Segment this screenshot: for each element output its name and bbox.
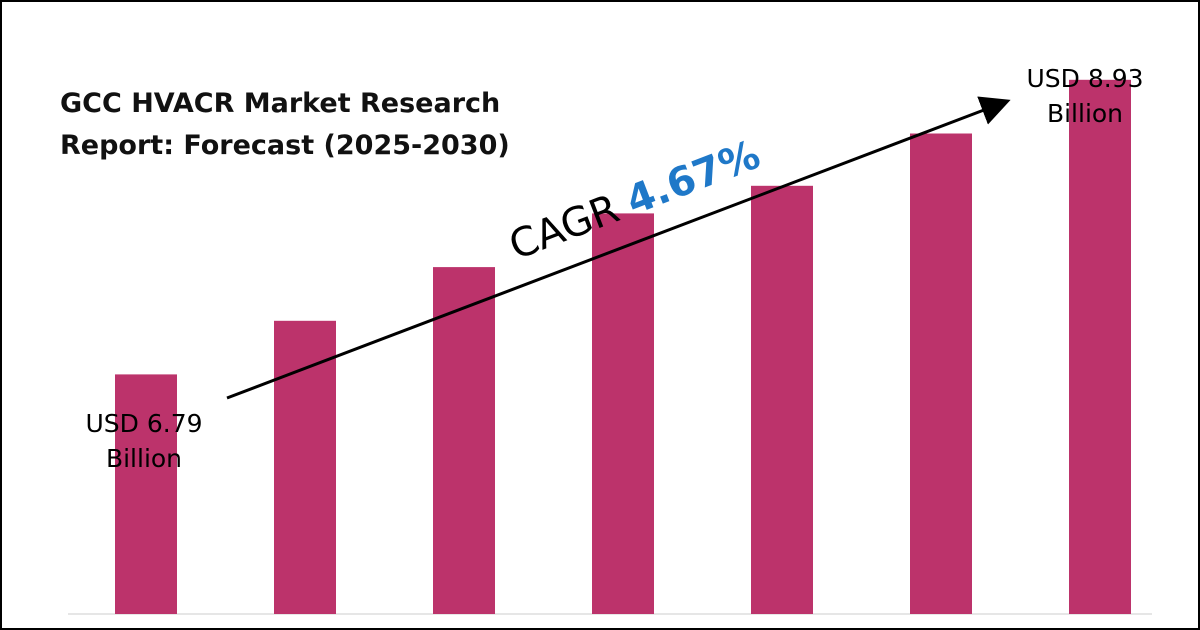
chart-title-line-1: GCC HVACR Market Research: [60, 88, 500, 119]
bar-2031: [1069, 79, 1131, 615]
start-value-line-2: Billion: [106, 444, 182, 473]
chart-title-line-2: Report: Forecast (2025-2030): [60, 130, 510, 161]
start-value-line-1: USD 6.79: [85, 409, 202, 438]
end-value-label: USD 8.93 Billion: [1026, 64, 1143, 128]
end-value-line-1: USD 8.93: [1026, 64, 1143, 93]
cagr-value: 4.67%: [620, 132, 766, 225]
bar-2028: [592, 213, 654, 614]
growth-arrow: [226, 96, 1011, 400]
bar-2025: [115, 374, 177, 614]
start-value-label: USD 6.79 Billion: [85, 409, 202, 473]
bar-2026: [274, 320, 336, 614]
bar-2027: [433, 267, 495, 614]
bar-2029: [751, 185, 813, 615]
chart-title: GCC HVACR Market Research Report: Foreca…: [60, 88, 510, 161]
end-value-line-2: Billion: [1047, 99, 1123, 128]
bar-2030: [910, 133, 972, 614]
